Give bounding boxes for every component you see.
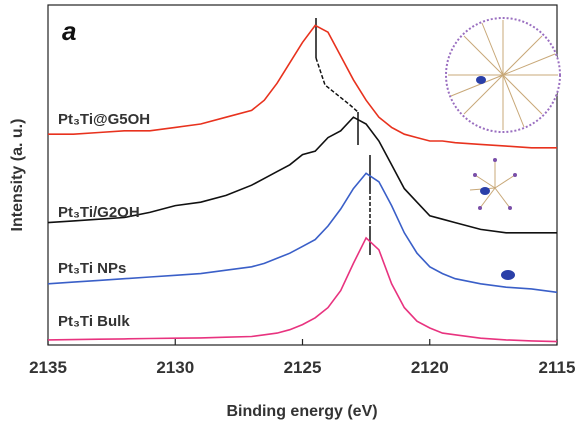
dendrimer-icons xyxy=(445,17,561,280)
series-line xyxy=(47,172,558,294)
series-line xyxy=(48,24,557,149)
series-label: Pt₃Ti@G5OH xyxy=(58,111,150,128)
y-axis-title: Intensity (a. u.) xyxy=(9,119,26,232)
peak-markers xyxy=(315,18,371,255)
panel-label: a xyxy=(62,16,76,46)
series-line xyxy=(47,236,558,343)
series-label: Pt₃Ti Bulk xyxy=(58,313,130,330)
x-tick-label: 2125 xyxy=(284,358,322,377)
series-line xyxy=(47,116,557,234)
x-tick-label: 2130 xyxy=(156,358,194,377)
x-tick-label: 2115 xyxy=(539,358,576,377)
x-axis-title: Binding energy (eV) xyxy=(226,403,377,420)
x-tick-label: 2135 xyxy=(29,358,67,377)
series-label: Pt₃Ti NPs xyxy=(58,260,126,277)
x-tick-label: 2120 xyxy=(411,358,449,377)
series-label: Pt₃Ti/G2OH xyxy=(58,204,140,221)
